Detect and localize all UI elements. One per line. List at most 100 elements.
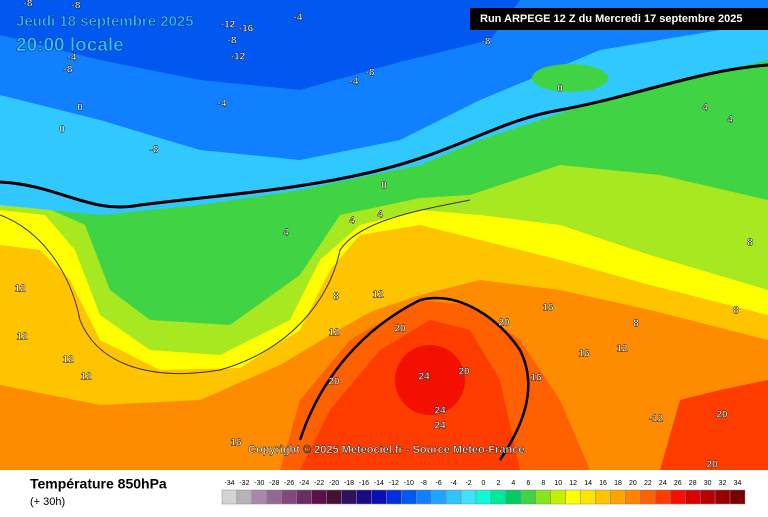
contour-label: 12 [16,332,28,343]
legend-label: 30 [704,480,712,487]
legend-label: -18 [344,480,354,487]
legend-label: 28 [689,480,697,487]
legend-swatch [640,489,656,505]
contour-label: 8 [333,292,339,303]
temp-field [532,64,608,92]
date: Jeudi 18 septembre 2025 [16,13,194,30]
zero-isotherm [0,63,768,209]
legend-label: 4 [511,480,515,487]
contour-label: -8 [72,1,81,12]
contour-label: -8 [24,0,33,10]
legend-swatch [460,489,477,505]
legend-label: -32 [239,480,249,487]
legend-label: 8 [541,480,545,487]
legend-label: -6 [436,480,442,487]
contour-label: 24 [434,406,446,417]
legend-label: 24 [659,480,667,487]
legend-swatch [296,489,312,505]
legend-label: -26 [284,480,294,487]
contour-label: -12 [649,414,664,425]
legend-label: -16 [359,480,369,487]
legend-label: -28 [269,480,279,487]
contour-label: 12 [328,328,340,339]
contour-label: 4 [377,210,383,221]
legend-label: -22 [314,480,324,487]
legend-label: 6 [526,480,530,487]
isotherm-20 [298,296,530,461]
legend-swatch [505,489,522,505]
legend-swatch [595,489,611,505]
contour-labels: -8-12 -16-8-12-4-4-8-8-8-4-4-8-8000044444… [14,0,753,471]
legend-label: -20 [329,480,339,487]
contour-label: 0 [557,84,563,95]
contour-label: -4 [350,77,359,88]
contour-label: 0 [381,181,387,192]
legend-label: -2 [465,480,471,487]
contour-label: 0 [77,103,83,114]
legend-label: 18 [614,480,622,487]
contour-label: 24 [434,421,446,432]
legend-swatch [416,489,432,505]
legend-swatch [625,489,641,505]
legend-swatch [221,489,238,505]
legend-label: -24 [299,480,309,487]
isotherm [0,199,471,374]
legend-label: 10 [554,480,562,487]
legend-swatch [550,489,566,505]
contour-label: 4 [349,216,355,227]
contour-label: 20 [328,377,340,388]
legend-swatch [714,489,731,505]
legend-swatch [670,489,686,505]
legend-swatch [386,489,402,505]
contour-label: -4 [294,13,303,24]
legend-label: 22 [644,480,652,487]
legend-label: -30 [254,480,264,487]
legend-label: 34 [734,480,742,487]
contour-label: 12 [616,344,628,355]
legend-swatch [236,489,253,505]
legend-swatch [266,489,283,505]
contour-label: -4 [68,53,77,64]
contour-label: -12 [231,52,246,63]
contour-label: -16 [239,24,254,35]
contour-label: -8 [366,68,375,79]
legend-label: -8 [421,480,427,487]
contour-label: -8 [64,65,73,76]
contour-label: 20 [706,460,718,471]
legend-label: -10 [404,480,414,487]
legend-swatch [251,489,268,505]
legend-label: 14 [584,480,592,487]
legend-swatch [401,489,417,505]
legend-label: 32 [719,480,727,487]
legend-label: -34 [224,480,234,487]
contour-label: -12 [221,20,236,31]
legend-label: -12 [389,480,399,487]
footer-lead: (+ 30h) [30,496,65,508]
contour-label: 12 [62,355,74,366]
legend-swatch [475,489,492,505]
legend-label: -14 [374,480,384,487]
contour-label: 12 [80,372,92,383]
legend-label: -4 [450,480,456,487]
legend-label: 20 [629,480,637,487]
contour-label: 16 [530,373,542,384]
contour-label: 20 [716,410,728,421]
copyright: Copyright © 2025 Meteociel.fr - Source M… [248,444,524,456]
contour-label: 16 [542,303,554,314]
contour-label: 0 [59,125,65,136]
contour-label: 16 [230,438,242,449]
contour-label: 8 [747,238,753,249]
contour-label: -8 [482,37,491,48]
contour-label: -8 [150,145,159,156]
legend-swatch [580,489,596,505]
legend-label: 2 [496,480,500,487]
contour-label: 20 [394,324,406,335]
legend-swatch [729,489,746,505]
contour-label: 24 [418,372,430,383]
legend-swatch [520,489,537,505]
contour-label: 4 [702,103,708,114]
temp-field [660,380,768,470]
legend-swatch [655,489,671,505]
